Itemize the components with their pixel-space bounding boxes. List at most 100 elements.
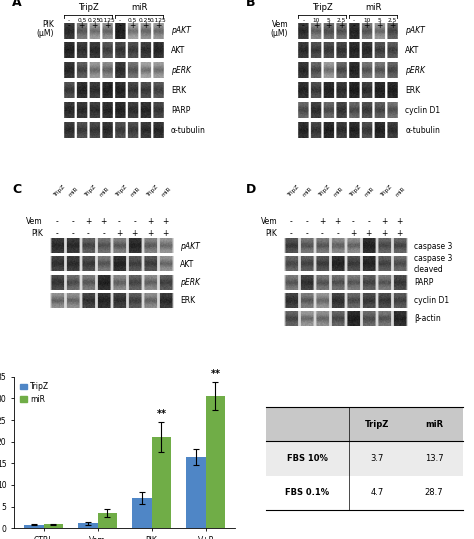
Text: PARP: PARP bbox=[171, 106, 191, 115]
Text: +: + bbox=[100, 217, 107, 226]
Text: -: - bbox=[118, 217, 120, 226]
Text: 3.7: 3.7 bbox=[370, 454, 384, 463]
Text: Vem: Vem bbox=[27, 217, 43, 226]
Text: +: + bbox=[104, 22, 110, 30]
Bar bbox=[44, 524, 63, 528]
Bar bbox=[266, 407, 463, 441]
Text: 10: 10 bbox=[363, 18, 371, 23]
Text: TripZ: TripZ bbox=[365, 420, 389, 429]
Text: pERK: pERK bbox=[405, 66, 425, 75]
Text: -: - bbox=[72, 230, 74, 238]
Text: +: + bbox=[376, 22, 383, 30]
Text: TripZ: TripZ bbox=[286, 184, 300, 198]
Bar bbox=[78, 523, 98, 528]
Text: +: + bbox=[85, 217, 91, 226]
Text: -: - bbox=[352, 217, 355, 226]
Text: AKT: AKT bbox=[405, 46, 419, 55]
Text: miR: miR bbox=[365, 3, 382, 12]
Text: 2.5: 2.5 bbox=[337, 18, 346, 23]
Text: ERK: ERK bbox=[405, 86, 420, 95]
Text: -: - bbox=[306, 230, 308, 238]
Text: +: + bbox=[365, 230, 372, 238]
Text: miR: miR bbox=[425, 420, 443, 429]
Text: +: + bbox=[155, 22, 161, 30]
Text: miR: miR bbox=[68, 186, 79, 198]
Text: 10: 10 bbox=[312, 18, 319, 23]
Text: 0.125: 0.125 bbox=[99, 18, 116, 23]
Text: miR: miR bbox=[129, 186, 141, 198]
Text: -: - bbox=[367, 217, 370, 226]
Text: miR: miR bbox=[394, 186, 406, 198]
Text: β-actin: β-actin bbox=[414, 314, 441, 323]
Text: 0.125: 0.125 bbox=[150, 18, 166, 23]
Bar bbox=[186, 457, 206, 528]
Text: miR: miR bbox=[364, 186, 375, 198]
Bar bbox=[24, 525, 44, 528]
Text: 0.25: 0.25 bbox=[139, 18, 152, 23]
Text: α-tubulin: α-tubulin bbox=[405, 126, 440, 135]
Text: TripZ: TripZ bbox=[379, 184, 393, 198]
Text: PIK
(μM): PIK (μM) bbox=[36, 19, 54, 38]
Text: -: - bbox=[118, 22, 121, 30]
Text: -: - bbox=[302, 22, 305, 30]
Text: pAKT: pAKT bbox=[180, 241, 200, 251]
Text: TripZ: TripZ bbox=[83, 184, 97, 198]
Text: +: + bbox=[79, 22, 85, 30]
Text: +: + bbox=[116, 230, 122, 238]
Bar bbox=[266, 441, 463, 476]
Text: ERK: ERK bbox=[171, 86, 186, 95]
Text: pAKT: pAKT bbox=[171, 26, 191, 35]
Text: Vem
(μM): Vem (μM) bbox=[271, 19, 288, 38]
Text: miR: miR bbox=[333, 186, 345, 198]
Text: α-tubulin: α-tubulin bbox=[171, 126, 206, 135]
Text: pAKT: pAKT bbox=[405, 26, 425, 35]
Text: +: + bbox=[129, 22, 136, 30]
Text: +: + bbox=[338, 22, 345, 30]
Text: -: - bbox=[337, 230, 339, 238]
Text: TripZ: TripZ bbox=[348, 184, 362, 198]
Text: 13.7: 13.7 bbox=[425, 454, 444, 463]
Text: TripZ: TripZ bbox=[114, 184, 128, 198]
Text: PARP: PARP bbox=[414, 278, 433, 287]
Text: +: + bbox=[313, 22, 319, 30]
Text: +: + bbox=[162, 230, 169, 238]
Text: pERK: pERK bbox=[180, 278, 200, 287]
Text: miR: miR bbox=[161, 186, 172, 198]
Text: **: ** bbox=[210, 369, 220, 379]
Text: -: - bbox=[306, 217, 308, 226]
Text: 0.25: 0.25 bbox=[88, 18, 101, 23]
Text: pERK: pERK bbox=[171, 66, 191, 75]
Text: TripZ: TripZ bbox=[312, 3, 333, 12]
Text: -: - bbox=[119, 18, 121, 23]
Text: ERK: ERK bbox=[180, 296, 195, 305]
Text: -: - bbox=[68, 22, 71, 30]
Text: +: + bbox=[396, 230, 403, 238]
Text: -: - bbox=[133, 217, 136, 226]
Text: miR: miR bbox=[131, 3, 147, 12]
Text: +: + bbox=[131, 230, 138, 238]
Text: +: + bbox=[381, 230, 387, 238]
Text: +: + bbox=[350, 230, 356, 238]
Text: 0.5: 0.5 bbox=[128, 18, 137, 23]
Text: AKT: AKT bbox=[180, 260, 194, 269]
Text: caspase 3: caspase 3 bbox=[414, 241, 452, 251]
Text: miR: miR bbox=[302, 186, 313, 198]
Text: -: - bbox=[321, 230, 324, 238]
Text: FBS 10%: FBS 10% bbox=[287, 454, 328, 463]
Bar bbox=[152, 437, 171, 528]
Text: +: + bbox=[335, 217, 341, 226]
Text: TripZ: TripZ bbox=[317, 184, 331, 198]
Text: miR: miR bbox=[99, 186, 110, 198]
Text: +: + bbox=[364, 22, 370, 30]
Text: +: + bbox=[319, 217, 326, 226]
Text: +: + bbox=[396, 217, 403, 226]
Text: 0.5: 0.5 bbox=[77, 18, 87, 23]
Text: -: - bbox=[68, 18, 70, 23]
Text: -: - bbox=[72, 217, 74, 226]
Text: D: D bbox=[246, 183, 256, 196]
Text: A: A bbox=[12, 0, 22, 9]
Text: -: - bbox=[87, 230, 90, 238]
Text: TripZ: TripZ bbox=[145, 184, 159, 198]
Text: +: + bbox=[381, 217, 387, 226]
Text: -: - bbox=[56, 230, 59, 238]
